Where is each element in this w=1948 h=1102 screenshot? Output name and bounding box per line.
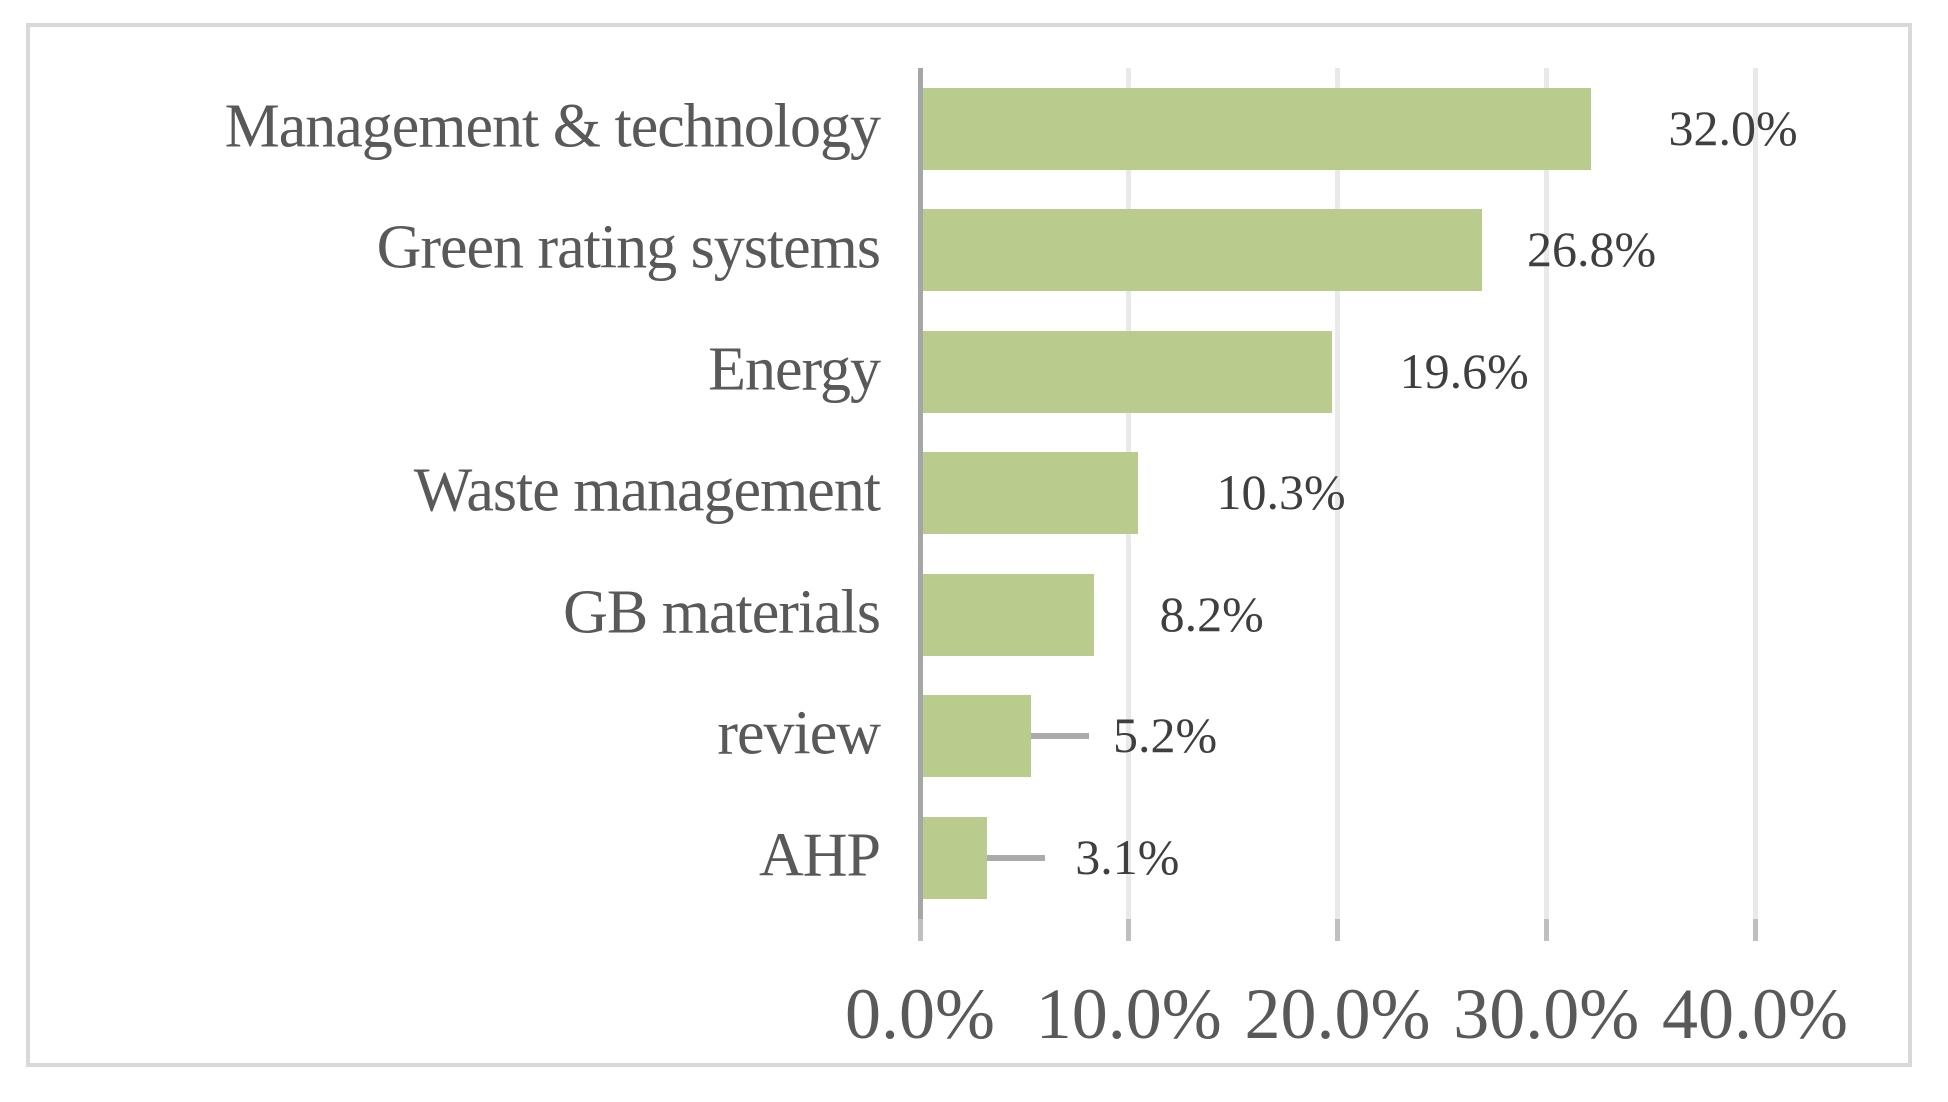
axis-tick [1752, 918, 1758, 941]
axis-tick [1335, 918, 1340, 941]
category-label: GB materials [563, 578, 881, 647]
gridline [1543, 68, 1549, 919]
value-label: 3.1% [1075, 828, 1180, 885]
bar [922, 87, 1591, 170]
value-label: 8.2% [1159, 585, 1264, 642]
bar [922, 573, 1094, 656]
gridline [1335, 68, 1340, 919]
value-label: 19.6% [1399, 342, 1529, 399]
axis-tick [1126, 918, 1132, 941]
bar [922, 816, 988, 899]
value-label: 5.2% [1113, 707, 1218, 764]
bar [922, 209, 1482, 292]
category-label: review [717, 699, 881, 768]
category-label: AHP [758, 821, 881, 890]
bar [922, 452, 1138, 535]
y-axis-line [917, 68, 923, 919]
value-label: 32.0% [1668, 99, 1798, 156]
axis-tick [917, 918, 923, 941]
bar [922, 695, 1032, 778]
x-axis-label: 0.0% [845, 974, 995, 1054]
value-label: 26.8% [1526, 221, 1657, 278]
leader-line [987, 854, 1046, 861]
category-label: Green rating systems [376, 213, 881, 282]
gridline [1752, 68, 1758, 919]
category-label: Energy [708, 335, 881, 404]
x-axis-label: 40.0% [1662, 974, 1848, 1054]
leader-line [1031, 733, 1090, 740]
axis-tick [1543, 918, 1549, 941]
x-axis-label: 10.0% [1035, 974, 1222, 1054]
value-label: 10.3% [1216, 464, 1346, 521]
bar [922, 330, 1332, 413]
category-label: Waste management [413, 456, 881, 525]
x-axis-label: 30.0% [1453, 974, 1640, 1054]
x-axis-label: 20.0% [1244, 974, 1431, 1054]
category-label: Management & technology [224, 92, 881, 161]
